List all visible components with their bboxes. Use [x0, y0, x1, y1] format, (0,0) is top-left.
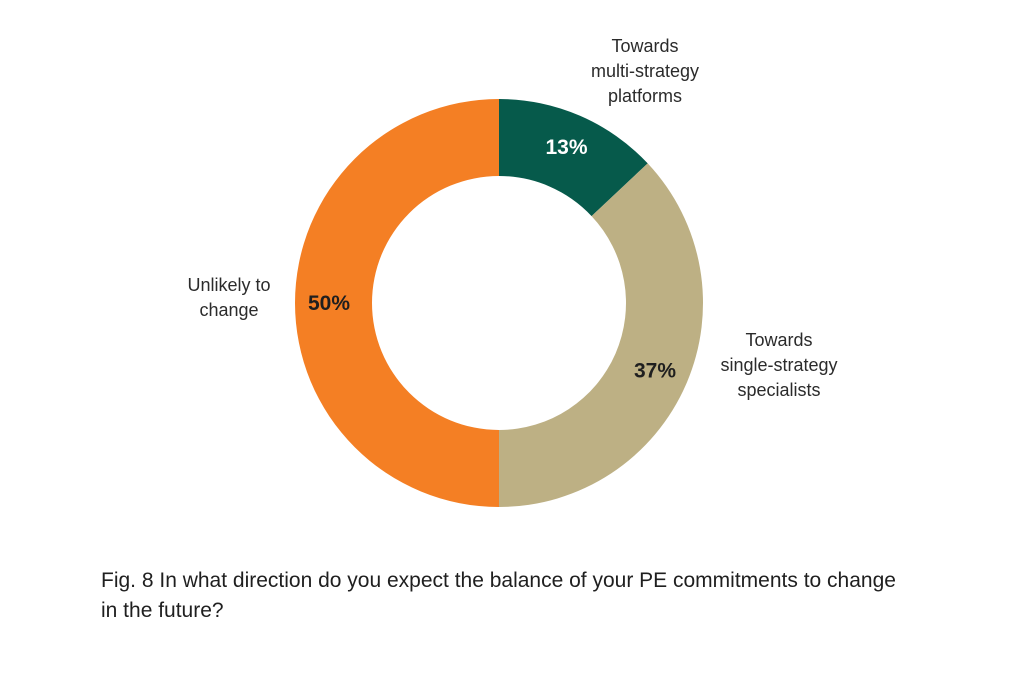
donut-chart: 13% Towards multi-strategy platforms 37% Towa…	[187, 36, 838, 507]
slice-category-label: Unlikely to change	[187, 275, 270, 320]
figure-caption: Fig. 8 In what direction do you expect t…	[101, 569, 896, 622]
slice-value-label: 37%	[634, 360, 676, 383]
slice-value-label: 50%	[308, 292, 350, 315]
donut-slice	[295, 99, 499, 507]
donut-slice	[499, 163, 704, 507]
slice-category-label: Towards multi-strategy platforms	[591, 36, 699, 106]
slice-value-label: 13%	[545, 136, 587, 159]
donut-slice	[499, 99, 648, 217]
slice-category-label: Towards single-strategy specialists	[720, 330, 837, 400]
